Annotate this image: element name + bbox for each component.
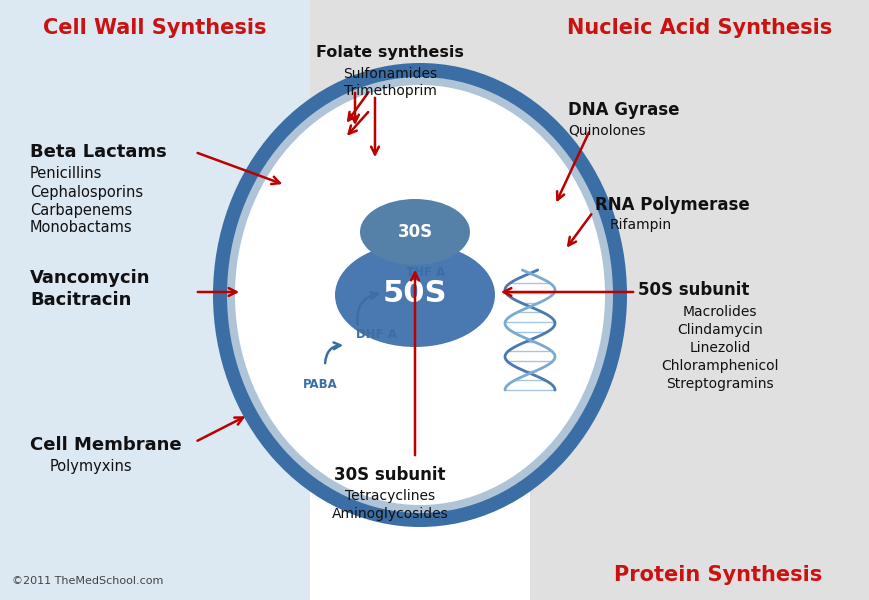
- Text: Vancomycin: Vancomycin: [30, 269, 150, 287]
- Ellipse shape: [335, 243, 494, 347]
- Text: 30S: 30S: [397, 223, 432, 241]
- Text: ©2011 TheMedSchool.com: ©2011 TheMedSchool.com: [12, 576, 163, 586]
- FancyArrowPatch shape: [197, 418, 242, 441]
- Text: Nucleic Acid Synthesis: Nucleic Acid Synthesis: [567, 18, 832, 38]
- Text: Tetracyclines: Tetracyclines: [344, 489, 434, 503]
- Text: Linezolid: Linezolid: [688, 341, 750, 355]
- Text: Beta Lactams: Beta Lactams: [30, 143, 167, 161]
- Text: Clindamycin: Clindamycin: [676, 323, 762, 337]
- FancyArrowPatch shape: [411, 272, 418, 455]
- Text: Rifampin: Rifampin: [609, 218, 672, 232]
- Text: Cephalosporins: Cephalosporins: [30, 185, 143, 199]
- Text: PABA: PABA: [302, 378, 337, 391]
- Text: THF A: THF A: [406, 266, 445, 280]
- Polygon shape: [309, 0, 529, 120]
- Text: Bacitracin: Bacitracin: [30, 291, 131, 309]
- Ellipse shape: [360, 199, 469, 265]
- FancyArrowPatch shape: [197, 288, 236, 296]
- Text: DNA Gyrase: DNA Gyrase: [567, 101, 679, 119]
- Text: Streptogramins: Streptogramins: [0, 599, 1, 600]
- Text: 50S: 50S: [382, 278, 447, 307]
- Text: Macrolides: Macrolides: [682, 305, 756, 319]
- Text: Trimethoprim: Trimethoprim: [343, 84, 436, 98]
- FancyArrowPatch shape: [357, 292, 377, 324]
- FancyArrowPatch shape: [503, 288, 633, 296]
- FancyArrowPatch shape: [348, 92, 368, 121]
- Text: Clindamycin: Clindamycin: [0, 599, 1, 600]
- Text: Penicillins: Penicillins: [30, 166, 103, 181]
- Ellipse shape: [213, 63, 627, 527]
- Text: Monobactams: Monobactams: [30, 220, 132, 235]
- Text: Macrolides: Macrolides: [0, 599, 1, 600]
- Text: Streptogramins: Streptogramins: [666, 377, 773, 391]
- Text: Chloramphenicol: Chloramphenicol: [0, 599, 1, 600]
- Text: Chloramphenicol: Chloramphenicol: [660, 359, 778, 373]
- Text: 50S subunit: 50S subunit: [637, 281, 748, 299]
- Text: Cell Membrane: Cell Membrane: [30, 436, 182, 454]
- Text: RNA Polymerase: RNA Polymerase: [594, 196, 749, 214]
- Text: 30S subunit: 30S subunit: [334, 466, 445, 484]
- Text: Protein Synthesis: Protein Synthesis: [614, 565, 821, 585]
- Text: Polymyxins: Polymyxins: [50, 460, 132, 475]
- FancyArrowPatch shape: [325, 343, 340, 363]
- Text: Aminoglycosides: Aminoglycosides: [331, 507, 448, 521]
- Text: Folate synthesis: Folate synthesis: [315, 44, 463, 59]
- Polygon shape: [309, 0, 869, 600]
- Text: Cell Wall Synthesis: Cell Wall Synthesis: [43, 18, 267, 38]
- FancyArrowPatch shape: [348, 112, 368, 134]
- FancyArrowPatch shape: [371, 98, 379, 154]
- Text: Quinolones: Quinolones: [567, 123, 645, 137]
- FancyArrowPatch shape: [197, 153, 280, 184]
- Text: Sulfonamides: Sulfonamides: [342, 67, 436, 81]
- FancyArrowPatch shape: [556, 133, 588, 200]
- FancyArrowPatch shape: [567, 214, 591, 245]
- FancyArrowPatch shape: [351, 93, 359, 122]
- Polygon shape: [0, 0, 309, 600]
- Text: Linezolid: Linezolid: [0, 599, 1, 600]
- Ellipse shape: [235, 85, 604, 505]
- Text: DHF A: DHF A: [355, 329, 396, 341]
- Polygon shape: [529, 0, 869, 600]
- Text: Carbapenems: Carbapenems: [30, 202, 132, 217]
- Ellipse shape: [227, 77, 613, 513]
